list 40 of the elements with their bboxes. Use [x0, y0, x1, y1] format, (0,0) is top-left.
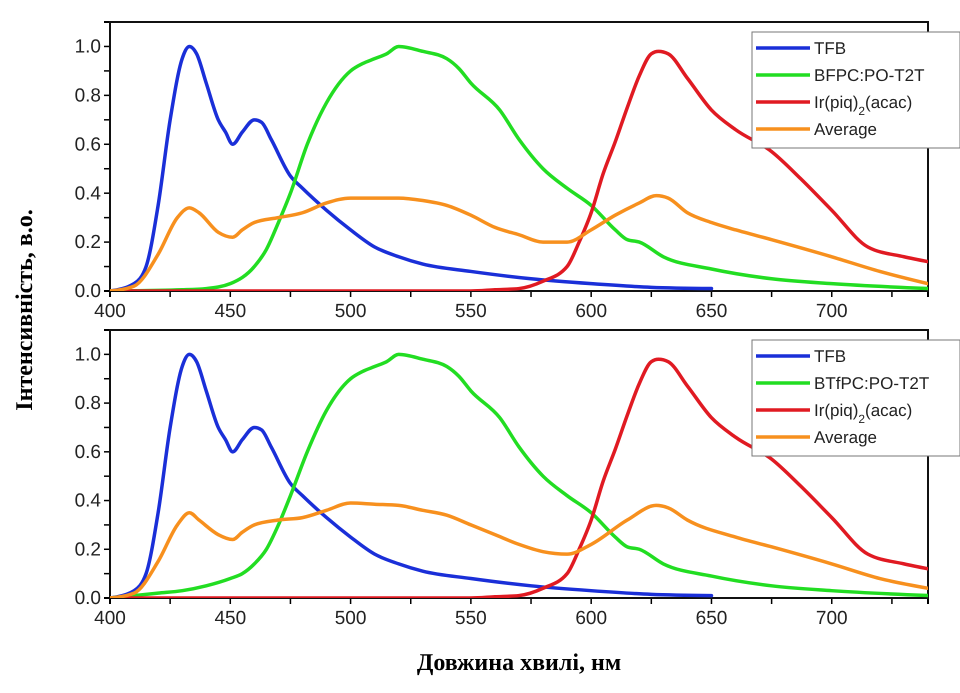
y-axis-title: Інтенсивність, в.о. [12, 209, 38, 411]
x-tick-label: 550 [455, 301, 487, 322]
y-tick-label: 1.0 [74, 344, 101, 366]
x-tick-label: 650 [696, 301, 728, 322]
x-tick-label: 600 [575, 301, 608, 322]
line-series [110, 352, 714, 598]
x-axis-title: Довжина хвилі, нм [416, 650, 622, 676]
x-tick-label: 500 [334, 301, 366, 322]
y-tick-label: 0.2 [74, 232, 101, 254]
y-tick-label: 0.2 [74, 539, 101, 560]
x-tick-label: 700 [816, 301, 848, 322]
y-tick-label: 0.6 [74, 134, 101, 156]
y-tick-label: 0.4 [74, 490, 102, 512]
legend-label: Ir(piq)$_{2}$(acac) [814, 93, 912, 118]
y-tick-label: 0.0 [74, 588, 101, 610]
x-tick-label: 550 [455, 608, 487, 630]
line-series [110, 501, 928, 598]
x-tick-label: 450 [214, 608, 246, 630]
x-tick-label: 450 [214, 301, 246, 322]
x-tick-label: 500 [334, 608, 366, 630]
legend-label: TFB [814, 39, 846, 58]
x-tick-label: 700 [816, 608, 848, 630]
y-tick-label: 1.0 [74, 36, 101, 58]
x-tick-label: 650 [696, 608, 728, 630]
x-tick-label: 600 [575, 608, 608, 630]
x-tick-label: 400 [94, 608, 126, 630]
legend-label: Average [814, 428, 878, 447]
y-tick-label: 0.4 [74, 183, 102, 204]
y-tick-label: 0.0 [74, 281, 101, 302]
legend-label: BTfPC:PO-T2T [814, 374, 930, 393]
legend-label: TFB [814, 347, 846, 366]
y-tick-label: 0.8 [74, 393, 101, 414]
line-series [110, 44, 714, 291]
y-tick-label: 0.8 [74, 85, 101, 106]
legend-label: BFPC:PO-T2T [814, 66, 925, 85]
legend-label: Ir(piq)$_{2}$(acac) [814, 401, 912, 426]
y-tick-label: 0.6 [74, 442, 101, 463]
legend-label: Average [814, 120, 878, 139]
x-tick-label: 400 [94, 301, 126, 322]
line-series [110, 194, 928, 291]
